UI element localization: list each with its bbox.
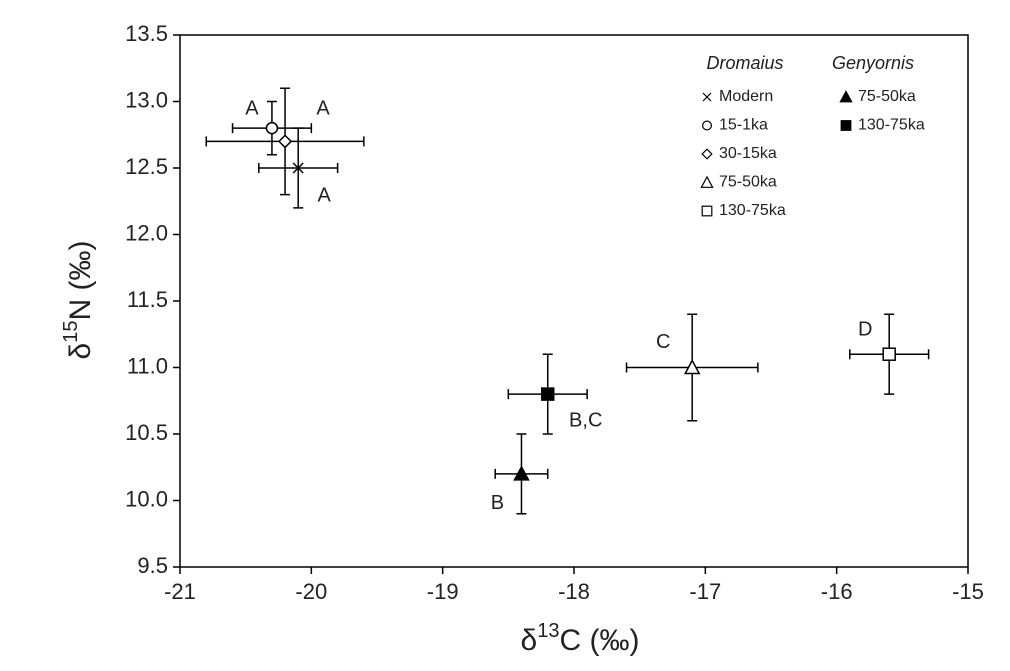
- legend-group-title: Dromaius: [706, 53, 783, 73]
- x-tick-label: -16: [821, 579, 853, 604]
- legend-marker: [839, 90, 853, 103]
- annotation: A: [318, 184, 332, 206]
- y-tick-label: 11.0: [127, 353, 168, 378]
- y-tick-label: 9.5: [137, 553, 168, 578]
- y-tick-label: 13.0: [125, 87, 168, 112]
- legend-label: 30-15ka: [719, 145, 777, 162]
- y-tick-label: 12.5: [125, 154, 168, 179]
- x-tick-label: -20: [295, 579, 327, 604]
- y-tick-label: 11.5: [127, 287, 168, 312]
- legend-marker: [701, 205, 713, 217]
- legend-group-title: Genyornis: [832, 53, 914, 73]
- point: [683, 358, 701, 375]
- y-label-suffix: N (‰): [64, 241, 97, 321]
- x-label-prefix: δ: [521, 624, 538, 657]
- legend-label: 75-50ka: [719, 174, 777, 191]
- point: [292, 162, 304, 174]
- legend-marker: [840, 120, 852, 131]
- legend-label: Modern: [719, 88, 773, 105]
- annotation: D: [858, 318, 872, 340]
- x-tick-label: -19: [427, 579, 459, 604]
- point: [882, 347, 896, 361]
- legend-label: 15-1ka: [719, 117, 768, 134]
- y-tick-label: 10.0: [125, 486, 168, 511]
- x-tick-label: -21: [164, 579, 196, 604]
- y-axis-label: δ15N (‰): [60, 241, 97, 360]
- annotation: B,C: [569, 409, 602, 431]
- y-label-prefix: δ: [64, 343, 97, 360]
- x-tick-label: -15: [952, 579, 984, 604]
- legend-marker: [701, 120, 712, 131]
- x-tick-label: -18: [558, 579, 590, 604]
- x-label-suffix: C (‰): [559, 624, 639, 657]
- annotation: B: [491, 492, 504, 514]
- annotation: A: [316, 98, 330, 120]
- legend-label: 130-75ka: [719, 202, 786, 219]
- annotation: A: [245, 97, 259, 119]
- point: [540, 387, 555, 401]
- y-tick-label: 10.5: [125, 420, 168, 445]
- legend-marker: [701, 148, 713, 160]
- x-axis-label: δ13C (‰): [521, 620, 640, 657]
- x-label-sup: 13: [537, 620, 559, 642]
- point: [278, 134, 293, 149]
- legend-label: 130-75ka: [858, 117, 925, 134]
- legend-marker: [700, 175, 714, 188]
- y-tick-label: 12.0: [125, 220, 168, 245]
- y-tick-label: 13.5: [125, 21, 168, 46]
- legend-label: 75-50ka: [858, 88, 916, 105]
- x-tick-label: -17: [689, 579, 721, 604]
- plot-frame: [179, 34, 969, 568]
- annotation: C: [656, 331, 670, 353]
- y-label-sup: 15: [60, 321, 82, 343]
- point: [265, 121, 279, 135]
- legend-marker: [702, 92, 712, 102]
- point: [513, 465, 530, 481]
